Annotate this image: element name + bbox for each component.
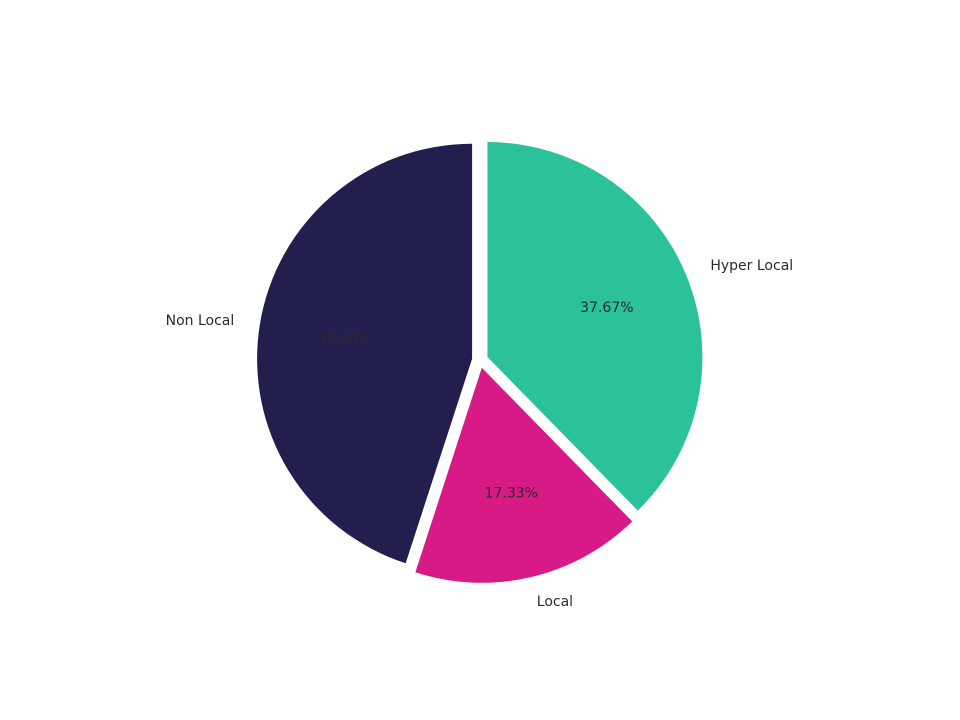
pie-slice-percent: 17.33%	[485, 485, 538, 501]
pie-slice-label: Local	[537, 594, 573, 610]
chart-container: 45.00% Non Local 17.33% Local 37.67% Hyper Lo…	[0, 0, 960, 720]
pie-slice-label: Hyper Local	[710, 258, 793, 274]
pie-slice-percent: 37.67%	[580, 300, 633, 316]
pie-chart: 45.00% Non Local 17.33% Local 37.67% Hyper Lo…	[0, 0, 960, 720]
pie-slice-percent: 45.00%	[318, 331, 371, 347]
pie-slice-label: Non Local	[166, 313, 235, 329]
